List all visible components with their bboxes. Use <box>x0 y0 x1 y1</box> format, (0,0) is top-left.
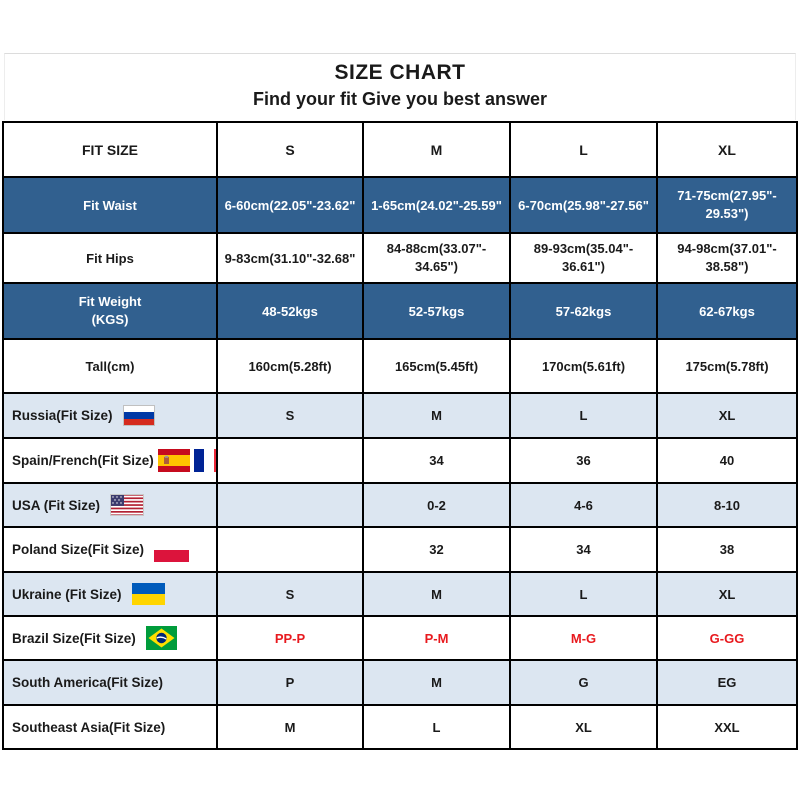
row-label: Fit Hips <box>2 232 218 284</box>
russia-xl: XL <box>656 392 798 439</box>
south-america-s: P <box>216 659 364 706</box>
brazil-s: PP-P <box>216 615 364 661</box>
row-label-cell: Poland Size(Fit Size) <box>2 526 218 573</box>
poland-row: Poland Size(Fit Size) 32 34 38 <box>2 526 798 573</box>
row-label-cell: Spain/French(Fit Size) <box>2 437 218 484</box>
south-america-xl: EG <box>656 659 798 706</box>
row-label-cell: Brazil Size(Fit Size) <box>2 615 218 661</box>
row-label-cell: Ukraine (Fit Size) <box>2 571 218 617</box>
row-label-cell: South America(Fit Size) <box>2 659 218 706</box>
usa-row: USA (Fit Size) 0-2 <box>2 482 798 528</box>
fit-waist-row: Fit Waist 6-60cm(22.05"-23.62" 1-65cm(24… <box>2 176 798 234</box>
south-america-m: M <box>362 659 511 706</box>
tall-s: 160cm(5.28ft) <box>216 338 364 394</box>
usa-s <box>216 482 364 528</box>
tall-xl: 175cm(5.78ft) <box>656 338 798 394</box>
waist-l: 6-70cm(25.98"-27.56" <box>509 176 658 234</box>
header-col-xl: XL <box>656 121 798 178</box>
brazil-flag-icon <box>145 626 177 650</box>
ukraine-xl: XL <box>656 571 798 617</box>
ukraine-l: L <box>509 571 658 617</box>
tall-m: 165cm(5.45ft) <box>362 338 511 394</box>
row-label-cell: Russia(Fit Size) <box>2 392 218 439</box>
size-chart-table: FIT SIZE S M L XL Fit Waist 6-60cm(22.05… <box>2 121 798 750</box>
weight-m: 52-57kgs <box>362 282 511 340</box>
hips-l: 89-93cm(35.04"- 36.61") <box>509 232 658 284</box>
usa-flag-icon <box>110 494 145 516</box>
row-label: USA (Fit Size) <box>12 497 101 513</box>
row-label-cell: Southeast Asia(Fit Size) <box>2 704 218 750</box>
spain-xl: 40 <box>656 437 798 484</box>
southeast-asia-s: M <box>216 704 364 750</box>
page-subtitle: Find your fit Give you best answer <box>252 89 548 109</box>
row-label: Poland Size(Fit Size) <box>12 542 145 557</box>
russia-m: M <box>362 392 511 439</box>
hips-xl: 94-98cm(37.01"- 38.58") <box>656 232 798 284</box>
usa-l: 4-6 <box>509 482 658 528</box>
row-label: Spain/French(Fit Size) <box>12 453 154 468</box>
usa-xl: 8-10 <box>656 482 798 528</box>
poland-xl: 38 <box>656 526 798 573</box>
waist-m: 1-65cm(24.02"-25.59" <box>362 176 511 234</box>
hips-m: 84-88cm(33.07"- 34.65") <box>362 232 511 284</box>
page-title: SIZE CHART <box>334 61 466 84</box>
row-label: Ukraine (Fit Size) <box>12 586 122 602</box>
poland-l: 34 <box>509 526 658 573</box>
southeast-asia-xl: XXL <box>656 704 798 750</box>
spain-m: 34 <box>362 437 511 484</box>
row-label: Tall(cm) <box>2 338 218 394</box>
header-col-l: L <box>509 121 658 178</box>
poland-flag-icon <box>154 537 190 562</box>
title-block: SIZE CHART Find your fit Give you best a… <box>4 53 796 120</box>
spain-s <box>216 437 364 484</box>
waist-s: 6-60cm(22.05"-23.62" <box>216 176 364 234</box>
row-label: Brazil Size(Fit Size) <box>12 630 136 646</box>
france-flag-icon <box>193 449 215 472</box>
header-col-m: M <box>362 121 511 178</box>
russia-flag-icon <box>122 405 155 426</box>
tall-row: Tall(cm) 160cm(5.28ft) 165cm(5.45ft) 170… <box>2 338 798 394</box>
weight-l: 57-62kgs <box>509 282 658 340</box>
southeast-asia-row: Southeast Asia(Fit Size) M L XL XXL <box>2 704 798 750</box>
southeast-asia-m: L <box>362 704 511 750</box>
header-col-s: S <box>216 121 364 178</box>
row-label-cell: USA (Fit Size) <box>2 482 218 528</box>
table-header-row: FIT SIZE S M L XL <box>2 121 798 178</box>
spain-french-row: Spain/French(Fit Size) 34 36 40 <box>2 437 798 484</box>
brazil-xl: G-GG <box>656 615 798 661</box>
russia-s: S <box>216 392 364 439</box>
russia-l: L <box>509 392 658 439</box>
waist-xl: 71-75cm(27.95"- 29.53") <box>656 176 798 234</box>
row-label: Southeast Asia(Fit Size) <box>12 719 166 735</box>
ukraine-flag-icon <box>131 583 165 605</box>
brazil-m: P-M <box>362 615 511 661</box>
fit-hips-row: Fit Hips 9-83cm(31.10"-32.68" 84-88cm(33… <box>2 232 798 284</box>
russia-row: Russia(Fit Size) S M L XL <box>2 392 798 439</box>
row-label: South America(Fit Size) <box>12 675 164 690</box>
row-label: Russia(Fit Size) <box>12 408 113 423</box>
south-america-l: G <box>509 659 658 706</box>
southeast-asia-l: XL <box>509 704 658 750</box>
poland-s <box>216 526 364 573</box>
row-label: Fit Weight (KGS) <box>2 282 218 340</box>
south-america-row: South America(Fit Size) P M G EG <box>2 659 798 706</box>
tall-l: 170cm(5.61ft) <box>509 338 658 394</box>
brazil-row: Brazil Size(Fit Size) PP-P P-M M-G G-GG <box>2 615 798 661</box>
fit-weight-row: Fit Weight (KGS) 48-52kgs 52-57kgs 57-62… <box>2 282 798 340</box>
hips-s: 9-83cm(31.10"-32.68" <box>216 232 364 284</box>
header-fit-size: FIT SIZE <box>2 121 218 178</box>
row-label: Fit Waist <box>2 176 218 234</box>
brazil-l: M-G <box>509 615 658 661</box>
ukraine-row: Ukraine (Fit Size) S M L XL <box>2 571 798 617</box>
weight-xl: 62-67kgs <box>656 282 798 340</box>
poland-m: 32 <box>362 526 511 573</box>
usa-m: 0-2 <box>362 482 511 528</box>
spain-flag-icon <box>157 449 190 472</box>
ukraine-m: M <box>362 571 511 617</box>
weight-s: 48-52kgs <box>216 282 364 340</box>
ukraine-s: S <box>216 571 364 617</box>
spain-l: 36 <box>509 437 658 484</box>
